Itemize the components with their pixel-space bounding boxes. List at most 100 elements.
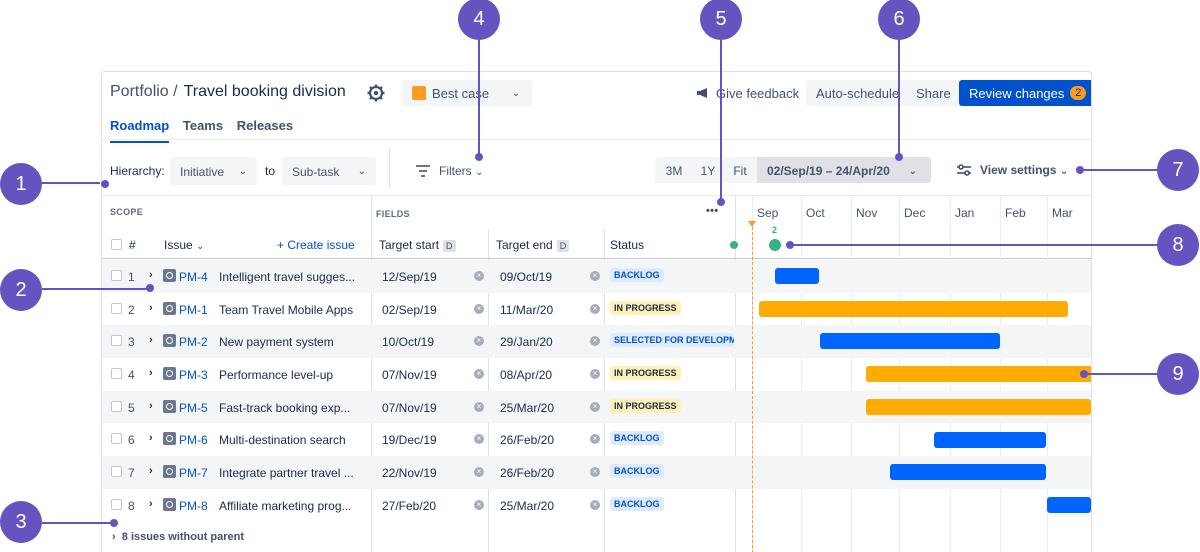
- gear-icon[interactable]: [366, 83, 386, 103]
- table-row[interactable]: 3 › PM-2 New payment system 10/Oct/19 × 29/Jan…: [102, 325, 1091, 359]
- expand-chevron-icon[interactable]: ›: [149, 301, 153, 314]
- clear-icon[interactable]: ×: [474, 499, 484, 510]
- tab-releases[interactable]: Releases: [236, 118, 294, 133]
- timeline-bar[interactable]: [934, 432, 1046, 448]
- target-end-value[interactable]: 25/Mar/20: [500, 498, 555, 513]
- col-target-start-header[interactable]: Target start D: [379, 238, 456, 252]
- expand-chevron-icon[interactable]: ›: [149, 432, 153, 445]
- row-checkbox[interactable]: [111, 400, 122, 412]
- expand-chevron-icon[interactable]: ›: [149, 399, 153, 412]
- table-row[interactable]: 1 › PM-4 Intelligent travel sugges... 12/Sep…: [102, 260, 1091, 293]
- expand-chevron-icon[interactable]: ›: [149, 465, 153, 478]
- more-options-icon[interactable]: •••: [706, 205, 719, 217]
- breadcrumb-portfolio[interactable]: Portfolio /: [110, 83, 178, 100]
- issue-key-link[interactable]: PM-6: [179, 433, 208, 448]
- timeline-bar[interactable]: [775, 268, 819, 284]
- target-start-value[interactable]: 07/Nov/19: [382, 400, 437, 415]
- range-fit-button[interactable]: Fit: [723, 157, 757, 183]
- clear-icon[interactable]: ×: [474, 369, 484, 380]
- clear-icon[interactable]: ×: [474, 271, 484, 281]
- target-start-value[interactable]: 19/Dec/19: [382, 433, 437, 448]
- create-issue-button[interactable]: + Create issue: [277, 238, 355, 252]
- target-end-value[interactable]: 29/Jan/20: [500, 335, 553, 350]
- table-row[interactable]: 2 › PM-1 Team Travel Mobile Apps 02/Sep/19 × 1…: [102, 293, 1091, 326]
- issues-without-parent-toggle[interactable]: › 8 issues without parent: [112, 531, 244, 543]
- row-checkbox[interactable]: [111, 433, 122, 445]
- share-button[interactable]: Share: [906, 80, 961, 106]
- clear-icon[interactable]: ×: [474, 401, 484, 412]
- target-start-value[interactable]: 27/Feb/20: [382, 498, 437, 513]
- timeline-bar[interactable]: [1047, 497, 1091, 513]
- issue-key-link[interactable]: PM-8: [179, 498, 208, 513]
- issue-key-link[interactable]: PM-5: [179, 400, 208, 415]
- target-start-value[interactable]: 07/Nov/19: [382, 368, 437, 383]
- timeline-bar[interactable]: [759, 301, 1068, 317]
- callout-number: 4: [458, 0, 500, 40]
- filters-button[interactable]: Filters ⌄: [415, 164, 483, 178]
- table-row[interactable]: 6 › PM-6 Multi-destination search 19/Dec/19 ×…: [102, 423, 1091, 456]
- clear-icon[interactable]: ×: [590, 271, 600, 281]
- clear-icon[interactable]: ×: [474, 467, 484, 478]
- auto-schedule-button[interactable]: Auto-schedule: [806, 80, 910, 106]
- col-target-end-header[interactable]: Target end D: [496, 238, 570, 252]
- target-start-value[interactable]: 12/Sep/19: [382, 270, 437, 284]
- clear-icon[interactable]: ×: [590, 467, 600, 478]
- row-checkbox[interactable]: [111, 466, 122, 478]
- row-checkbox[interactable]: [111, 302, 122, 314]
- select-all-checkbox[interactable]: [111, 239, 122, 250]
- target-end-value[interactable]: 26/Feb/20: [500, 433, 555, 448]
- tab-roadmap[interactable]: Roadmap: [110, 118, 170, 143]
- target-start-value[interactable]: 02/Sep/19: [382, 302, 437, 317]
- clear-icon[interactable]: ×: [474, 336, 484, 347]
- range-3m-button[interactable]: 3M: [655, 157, 693, 183]
- target-end-value[interactable]: 26/Feb/20: [500, 466, 555, 481]
- release-marker[interactable]: [769, 239, 781, 251]
- hierarchy-from-select[interactable]: Initiative ⌄: [170, 157, 257, 185]
- clear-icon[interactable]: ×: [590, 303, 600, 314]
- issue-key-link[interactable]: PM-3: [179, 368, 208, 383]
- date-range-picker[interactable]: 02/Sep/19 – 24/Apr/20 ⌄: [757, 157, 931, 183]
- issue-key-link[interactable]: PM-1: [179, 302, 208, 317]
- target-start-value[interactable]: 10/Oct/19: [382, 335, 435, 350]
- row-checkbox[interactable]: [111, 335, 122, 347]
- clear-icon[interactable]: ×: [590, 434, 600, 445]
- timeline-bar[interactable]: [866, 366, 1091, 382]
- expand-chevron-icon[interactable]: ›: [149, 269, 153, 281]
- expand-chevron-icon[interactable]: ›: [149, 497, 153, 510]
- target-end-value[interactable]: 09/Oct/19: [500, 270, 553, 284]
- table-row[interactable]: 4 › PM-3 Performance level-up 07/Nov/19 × 08/A…: [102, 358, 1091, 391]
- range-1y-button[interactable]: 1Y: [693, 157, 723, 183]
- row-checkbox[interactable]: [111, 498, 122, 510]
- expand-chevron-icon[interactable]: ›: [149, 334, 153, 347]
- give-feedback-button[interactable]: Give feedback: [690, 80, 809, 106]
- release-marker[interactable]: [730, 241, 738, 249]
- review-changes-button[interactable]: Review changes 2: [959, 80, 1091, 106]
- scenario-dropdown[interactable]: Best case ⌄: [402, 80, 532, 106]
- issue-summary: Multi-destination search: [219, 433, 346, 448]
- clear-icon[interactable]: ×: [590, 369, 600, 380]
- clear-icon[interactable]: ×: [590, 499, 600, 510]
- col-issue-header[interactable]: Issue ⌄: [164, 238, 204, 252]
- hierarchy-to-select[interactable]: Sub-task ⌄: [282, 157, 376, 185]
- scope-header: SCOPE: [110, 207, 144, 217]
- tab-teams[interactable]: Teams: [182, 118, 224, 133]
- clear-icon[interactable]: ×: [474, 434, 484, 445]
- row-checkbox[interactable]: [111, 270, 122, 281]
- clear-icon[interactable]: ×: [474, 303, 484, 314]
- target-start-value[interactable]: 22/Nov/19: [382, 466, 437, 481]
- timeline-bar[interactable]: [866, 399, 1091, 415]
- table-row[interactable]: 8 › PM-8 Affiliate marketing prog... 27/Feb/…: [102, 489, 1091, 522]
- target-end-value[interactable]: 11/Mar/20: [500, 302, 554, 317]
- issue-key-link[interactable]: PM-7: [179, 466, 208, 481]
- row-checkbox[interactable]: [111, 368, 122, 380]
- target-end-value[interactable]: 08/Apr/20: [500, 368, 553, 383]
- issue-key-link[interactable]: PM-4: [179, 270, 208, 284]
- clear-icon[interactable]: ×: [590, 401, 600, 412]
- target-end-value[interactable]: 25/Mar/20: [500, 400, 555, 415]
- issue-key-link[interactable]: PM-2: [179, 335, 208, 350]
- expand-chevron-icon[interactable]: ›: [149, 367, 153, 380]
- timeline-bar[interactable]: [820, 333, 1000, 349]
- timeline-bar[interactable]: [890, 464, 1046, 480]
- view-settings-button[interactable]: View settings ⌄: [956, 163, 1068, 177]
- clear-icon[interactable]: ×: [590, 336, 600, 347]
